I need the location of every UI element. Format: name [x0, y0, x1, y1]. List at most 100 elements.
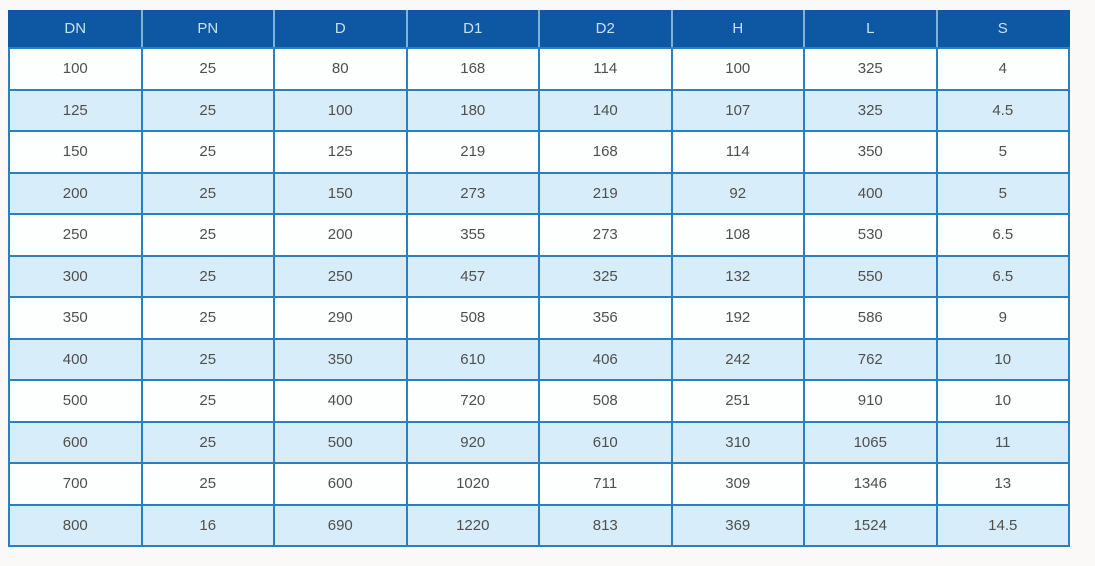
- table-cell: 140: [538, 88, 673, 132]
- table-cell: 369: [670, 503, 805, 547]
- table-cell: 125: [273, 130, 408, 174]
- table-cell: 762: [803, 337, 938, 381]
- table-cell: 356: [538, 296, 673, 340]
- table-cell: 242: [670, 337, 805, 381]
- table-cell: 910: [803, 379, 938, 423]
- table-cell: 500: [8, 379, 143, 423]
- table-cell: 108: [670, 213, 805, 257]
- table-cell: 6.5: [935, 254, 1070, 298]
- table-cell: 100: [670, 47, 805, 91]
- dimension-spec-table: DN PN D D1 D2 H L S 100 25 80 168 114 100 325 4 125 25 10…: [8, 10, 1070, 547]
- table-cell: 1220: [405, 503, 540, 547]
- column-header: H: [670, 10, 804, 49]
- table-row: 400 25 350 610 406 242 762 10: [8, 337, 1070, 381]
- table-cell: 4: [935, 47, 1070, 91]
- table-cell: 11: [935, 420, 1070, 464]
- table-cell: 610: [538, 420, 673, 464]
- table-cell: 25: [140, 296, 275, 340]
- column-header: DN: [8, 10, 142, 49]
- table-cell: 400: [8, 337, 143, 381]
- table-cell: 310: [670, 420, 805, 464]
- table-cell: 150: [8, 130, 143, 174]
- table-cell: 700: [8, 462, 143, 506]
- table-cell: 250: [8, 213, 143, 257]
- table-cell: 25: [140, 379, 275, 423]
- table-cell: 690: [273, 503, 408, 547]
- table-cell: 406: [538, 337, 673, 381]
- table-cell: 25: [140, 47, 275, 91]
- table-cell: 25: [140, 213, 275, 257]
- table-cell: 25: [140, 88, 275, 132]
- table-cell: 10: [935, 379, 1070, 423]
- table-cell: 600: [8, 420, 143, 464]
- table-row: 200 25 150 273 219 92 400 5: [8, 171, 1070, 215]
- table-cell: 6.5: [935, 213, 1070, 257]
- table-cell: 325: [803, 88, 938, 132]
- table-cell: 114: [538, 47, 673, 91]
- table-cell: 100: [273, 88, 408, 132]
- table-cell: 1020: [405, 462, 540, 506]
- table-cell: 5: [935, 130, 1070, 174]
- table-cell: 200: [273, 213, 408, 257]
- column-header: D1: [405, 10, 539, 49]
- table-row: 250 25 200 355 273 108 530 6.5: [8, 213, 1070, 257]
- table-cell: 4.5: [935, 88, 1070, 132]
- table-body: 100 25 80 168 114 100 325 4 125 25 100 180 140 107 325…: [8, 47, 1070, 547]
- table-cell: 586: [803, 296, 938, 340]
- table-cell: 5: [935, 171, 1070, 215]
- table-cell: 132: [670, 254, 805, 298]
- table-cell: 350: [273, 337, 408, 381]
- table-cell: 200: [8, 171, 143, 215]
- table-cell: 150: [273, 171, 408, 215]
- table-row: 125 25 100 180 140 107 325 4.5: [8, 88, 1070, 132]
- table-cell: 309: [670, 462, 805, 506]
- table-cell: 25: [140, 420, 275, 464]
- table-cell: 400: [803, 171, 938, 215]
- column-header: D2: [538, 10, 672, 49]
- table-cell: 25: [140, 254, 275, 298]
- table-row: 100 25 80 168 114 100 325 4: [8, 47, 1070, 91]
- table-row: 350 25 290 508 356 192 586 9: [8, 296, 1070, 340]
- table-cell: 711: [538, 462, 673, 506]
- table-cell: 114: [670, 130, 805, 174]
- table-cell: 168: [538, 130, 673, 174]
- column-header: PN: [140, 10, 274, 49]
- table-cell: 350: [803, 130, 938, 174]
- table-cell: 16: [140, 503, 275, 547]
- table-cell: 80: [273, 47, 408, 91]
- table-cell: 25: [140, 462, 275, 506]
- table-cell: 300: [8, 254, 143, 298]
- table-cell: 610: [405, 337, 540, 381]
- table-cell: 508: [538, 379, 673, 423]
- table-cell: 250: [273, 254, 408, 298]
- table-row: 700 25 600 1020 711 309 1346 13: [8, 462, 1070, 506]
- table-row: 150 25 125 219 168 114 350 5: [8, 130, 1070, 174]
- table-cell: 92: [670, 171, 805, 215]
- table-cell: 107: [670, 88, 805, 132]
- table-cell: 180: [405, 88, 540, 132]
- table-cell: 251: [670, 379, 805, 423]
- table-row: 500 25 400 720 508 251 910 10: [8, 379, 1070, 423]
- table-cell: 355: [405, 213, 540, 257]
- table-cell: 508: [405, 296, 540, 340]
- table-cell: 10: [935, 337, 1070, 381]
- column-header: L: [803, 10, 937, 49]
- table-cell: 25: [140, 171, 275, 215]
- table-row: 300 25 250 457 325 132 550 6.5: [8, 254, 1070, 298]
- column-header: S: [935, 10, 1070, 49]
- table-cell: 1346: [803, 462, 938, 506]
- table-cell: 14.5: [935, 503, 1070, 547]
- table-cell: 219: [405, 130, 540, 174]
- table-cell: 920: [405, 420, 540, 464]
- table-cell: 168: [405, 47, 540, 91]
- table-cell: 125: [8, 88, 143, 132]
- table-cell: 457: [405, 254, 540, 298]
- table-cell: 273: [538, 213, 673, 257]
- table-cell: 9: [935, 296, 1070, 340]
- table-cell: 13: [935, 462, 1070, 506]
- table-row: 600 25 500 920 610 310 1065 11: [8, 420, 1070, 464]
- table-cell: 800: [8, 503, 143, 547]
- table-cell: 100: [8, 47, 143, 91]
- table-cell: 192: [670, 296, 805, 340]
- table-cell: 290: [273, 296, 408, 340]
